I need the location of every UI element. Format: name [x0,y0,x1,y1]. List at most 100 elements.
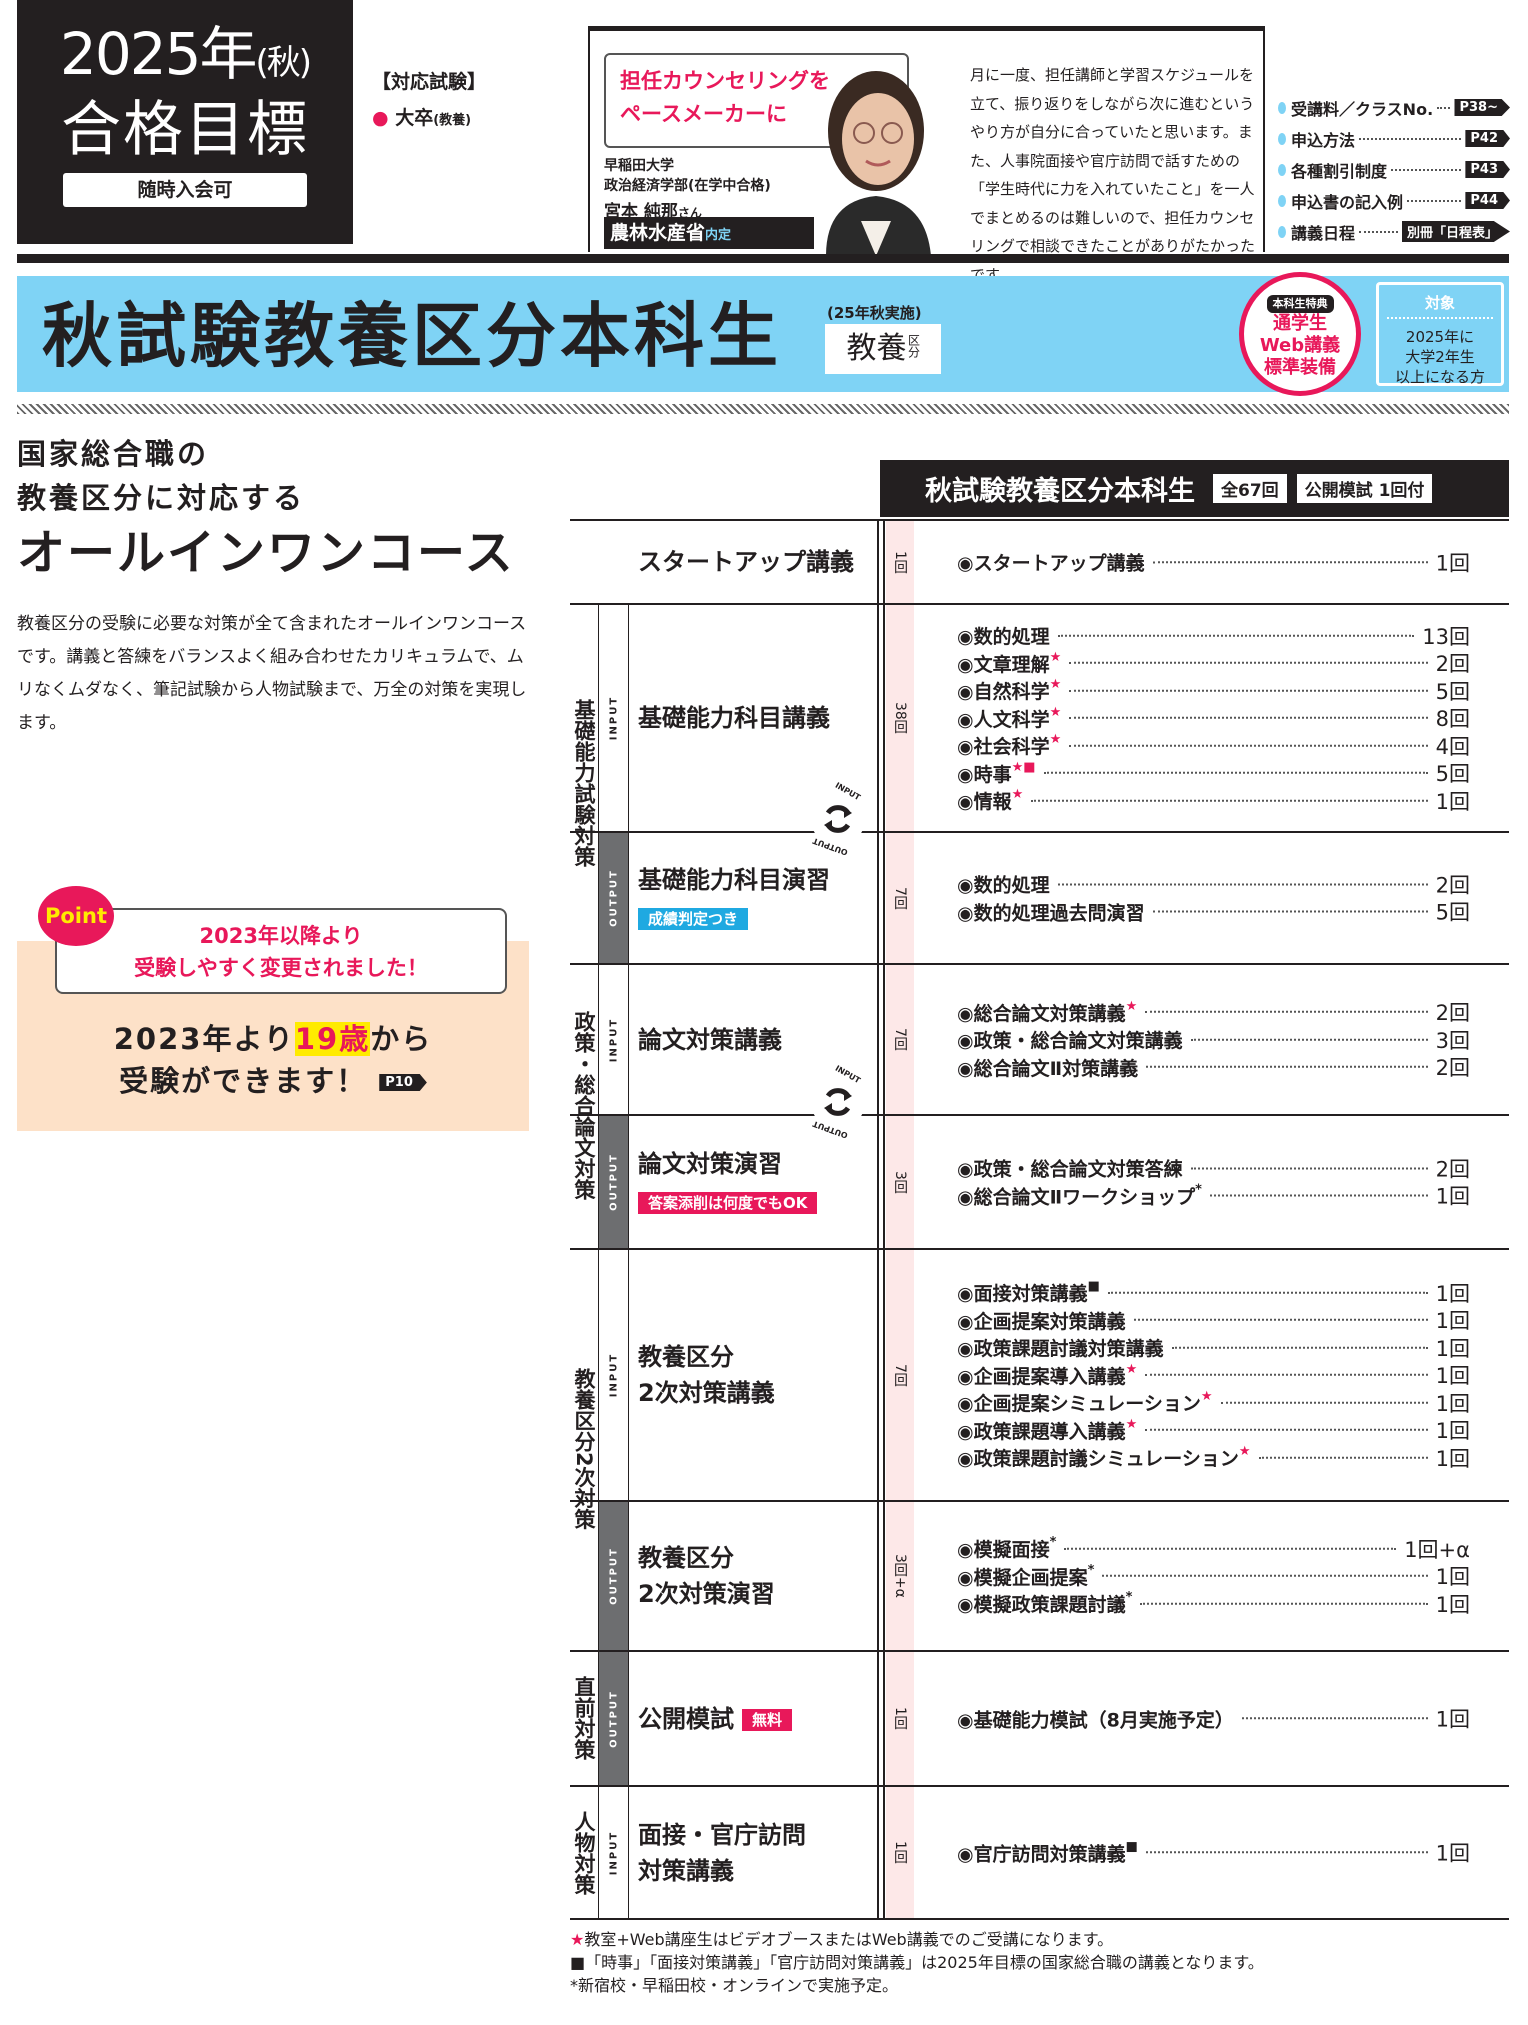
target-line: 大学2年生 [1405,348,1475,366]
web-lecture-badge: 本科生特典 通学生 Web講義 標準装備 [1239,272,1361,396]
divider [17,254,1509,263]
table-row: INPUT 基礎能力科目講義 38回 ◉数的処理 13回 ◉文章理解★ 2回 ◉自然科学★ 5回… [570,603,1509,831]
lecture-item: ◉政策課題導入講義★ 1回 [957,1416,1470,1444]
lecture-name: 政策課題討議対策講義 [973,1338,1164,1360]
lecture-count: 4回 [1435,734,1470,759]
session-count-text: 1回 [892,1707,908,1730]
lecture-list: ◉数的処理 13回 ◉文章理解★ 2回 ◉自然科学★ 5回 ◉人文科学★ 8回 ◉社会科学★ 4回… [957,622,1470,815]
lecture-list: ◉数的処理 2回 ◉数的処理過去問演習 5回 [957,871,1470,926]
page-link[interactable]: 受講料／クラスNo. P38~ [1278,92,1510,123]
circle-bullet-icon: ◉ [957,763,974,786]
input-strip: INPUT [598,1250,629,1500]
leader-dots [1190,1038,1428,1041]
page-link[interactable]: 申込方法 P42 [1278,123,1510,154]
ministry-tag: 内定 [705,228,732,243]
bullet-icon [1278,101,1286,114]
leader-dots [1031,799,1428,802]
session-count: 1回 [886,521,914,603]
leader-dots [1391,168,1462,171]
note-mark: ■ [1087,1279,1100,1294]
circle-bullet-icon: ◉ [957,1420,974,1443]
circle-bullet-icon: ◉ [957,1030,974,1052]
footnote: ★教室+Web講座生はビデオブースまたはWeb講義でのご受講になります。 [570,1928,1264,1951]
course-title: 秋試験教養区分本科生 [42,295,782,377]
lecture-item: ◉基礎能力模試（8月実施予定） 1回 [957,1705,1470,1733]
course-banner: 秋試験教養区分本科生 (25年秋実施) 教養区分 本科生特典 通学生 Web講義… [17,272,1509,396]
lecture-label: ◉基礎能力模試（8月実施予定） [957,1705,1234,1732]
point-bubble: 2023年以降より 受験しやすく変更されました！ [55,908,507,994]
leader-dots [1190,1167,1428,1170]
course-name-line: 公開模試 [638,1704,734,1733]
lecture-label: ◉自然科学★ [957,677,1061,704]
session-count-text: 7回 [892,886,908,910]
strip-label: INPUT [608,1017,619,1062]
circle-bullet-icon: ◉ [957,653,974,676]
bullet-icon [1278,132,1286,145]
lecture-item: ◉総合論文対策講義★ 2回 [957,998,1470,1026]
group-label-text: 人物対策 [572,1810,596,1895]
circle-bullet-icon: ◉ [957,1566,974,1589]
lecture-count: 1回 [1435,1309,1470,1333]
course-name-line: 面接・官庁訪問 [638,1820,806,1849]
lecture-count: 1回 [1435,1281,1470,1306]
leader-dots [1107,1291,1428,1294]
lecture-item: ◉政策・総合論文対策答練 2回 [957,1155,1470,1183]
circle-bullet-icon: ◉ [957,902,974,925]
session-count: 7回 [886,965,914,1114]
lead-heading: 国家総合職の 教養区分に対応する オールインワンコース [17,432,515,586]
course-name-line: 論文対策演習 [638,1150,782,1178]
lecture-label: ◉模擬面接* [957,1535,1056,1562]
page-ref-link[interactable]: P10 [379,1074,427,1091]
lecture-name: 総合論文対策講義 [973,1002,1126,1025]
footnote-text: 「時事」「面接対策講義」「官庁訪問対策講義」は2025年目標の国家総合職の講義と… [585,1953,1264,1972]
page-link[interactable]: 講義日程 別冊「日程表」 [1278,216,1510,247]
session-count-text: 38回 [892,702,908,734]
group-label-text: 政策・総合論文対策 [572,1011,596,1200]
leader-dots [1152,561,1428,563]
testimonial: 担任カウンセリングを ペースメーカーに 早稲田大学 政治経済学部(在学中合格) … [588,26,1265,284]
input-strip: INPUT [598,1787,629,1918]
lecture-item: ◉企画提案対策講義 1回 [957,1306,1470,1334]
output-strip: OUTPUT [598,1116,629,1248]
output-strip: OUTPUT [598,1652,629,1785]
lecture-name: 政策・総合論文対策答練 [973,1158,1183,1181]
lecture-name: 数的処理過去問演習 [973,902,1145,925]
lecture-count: 5回 [1435,900,1470,925]
session-count: 1回 [886,1787,914,1918]
lecture-label: ◉政策・総合論文対策講義 [957,1026,1183,1053]
lead-line2: 教養区分に対応する [17,481,306,515]
leader-dots [1140,1602,1428,1605]
table-row: OUTPUT 公開模試 無料 1回 ◉基礎能力模試（8月実施予定） 1回 [570,1650,1509,1785]
lecture-name: 文章理解 [973,653,1050,676]
table-header: 秋試験教養区分本科生 全67回 公開模試 1回付 [880,460,1509,517]
lecture-item: ◉人文科学★ 8回 [957,704,1470,732]
strip-label: INPUT [608,1830,619,1875]
course-name: 教養区分 2次対策演習 [638,1540,775,1612]
lecture-item: ◉官庁訪問対策講義■ 1回 [957,1839,1470,1867]
goal-year: 2025年 [59,20,258,88]
course-name-line: 2次対策講義 [638,1379,775,1407]
lecture-count: 1回 [1435,1391,1470,1416]
leader-dots [1057,883,1428,886]
bullet-icon: ● [372,107,389,129]
course-name: 論文対策講義 [638,1022,782,1058]
lecture-count: 2回 [1435,1001,1470,1025]
page-tag: P38~ [1454,99,1510,116]
circle-bullet-icon: ◉ [957,1843,974,1865]
page-link[interactable]: 申込書の記入例 P44 [1278,185,1510,216]
page-link[interactable]: 各種割引制度 P43 [1278,154,1510,185]
zigzag-divider [17,404,1509,414]
note-mark: ■ [570,1953,586,1972]
lecture-label: ◉企画提案導入講義★ [957,1362,1137,1389]
point-main-post: から [370,1022,433,1056]
lecture-name: 政策・総合論文対策講義 [973,1030,1183,1052]
lecture-item: ◉政策課題討議シミュレーション★ 1回 [957,1444,1470,1472]
lecture-item: ◉面接対策講義■ 1回 [957,1279,1470,1307]
leader-dots [1145,1011,1428,1013]
strip-label: INPUT [608,695,619,741]
ministry: 農林水産省 [610,222,706,244]
note-mark: ★ [1049,649,1062,665]
note-mark: ★ [1049,732,1062,747]
note-mark: ★■ [1011,759,1036,775]
goal-note: 随時入会可 [63,173,307,207]
